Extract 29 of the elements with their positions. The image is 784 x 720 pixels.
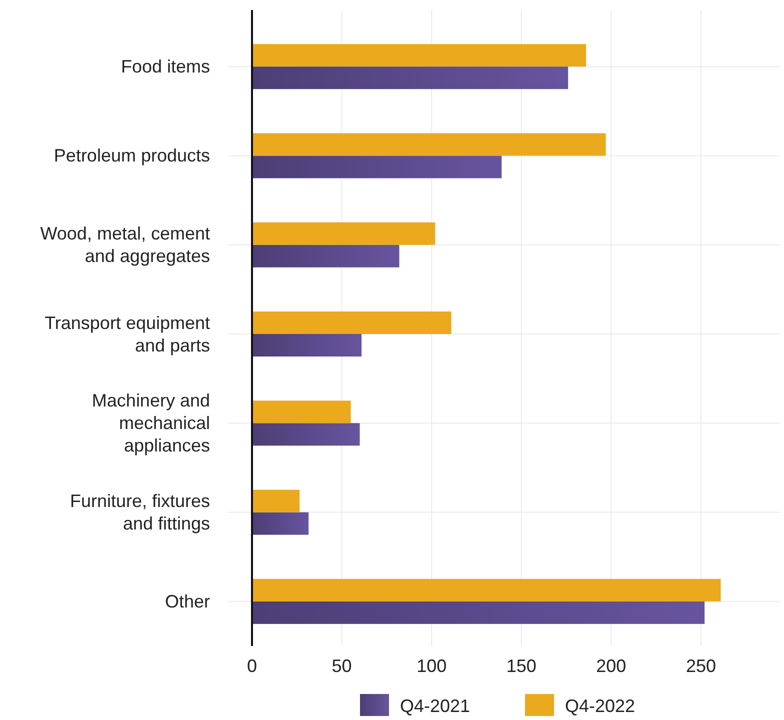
- y-tick-label: Food items: [120, 56, 210, 77]
- bar: [252, 66, 568, 90]
- y-tick-label: Machinery and mechanical appliances: [92, 390, 210, 456]
- bar: [252, 334, 362, 356]
- bar: [252, 512, 309, 535]
- bar: [252, 44, 586, 67]
- x-tick-label: 100: [416, 656, 447, 676]
- x-tick-label: 50: [332, 656, 352, 676]
- x-tick-label: 0: [246, 656, 258, 676]
- bar: [252, 578, 721, 602]
- legend-label: Q4-2022: [565, 696, 636, 716]
- y-tick-label: Other: [164, 591, 210, 612]
- bar: [252, 490, 300, 512]
- y-tick-label: Wood, metal, cement and aggregates: [40, 224, 210, 266]
- y-tick-label: Petroleum products: [54, 146, 210, 166]
- bar: [252, 312, 452, 334]
- x-tick-label: 150: [506, 656, 536, 676]
- legend-label: Q4-2021: [400, 696, 470, 716]
- bar: [252, 133, 606, 156]
- bar: [252, 244, 400, 268]
- y-tick-label: Transport equipment and parts: [44, 312, 210, 356]
- x-tick-label: 250: [686, 656, 716, 676]
- bar: [252, 400, 351, 424]
- bar: [252, 423, 360, 446]
- y-tick-label: Furniture, fixtures and fittings: [70, 491, 210, 534]
- bar: [252, 601, 705, 624]
- x-tick-label: 200: [596, 656, 626, 676]
- bar: [252, 222, 436, 245]
- bar: [252, 156, 502, 178]
